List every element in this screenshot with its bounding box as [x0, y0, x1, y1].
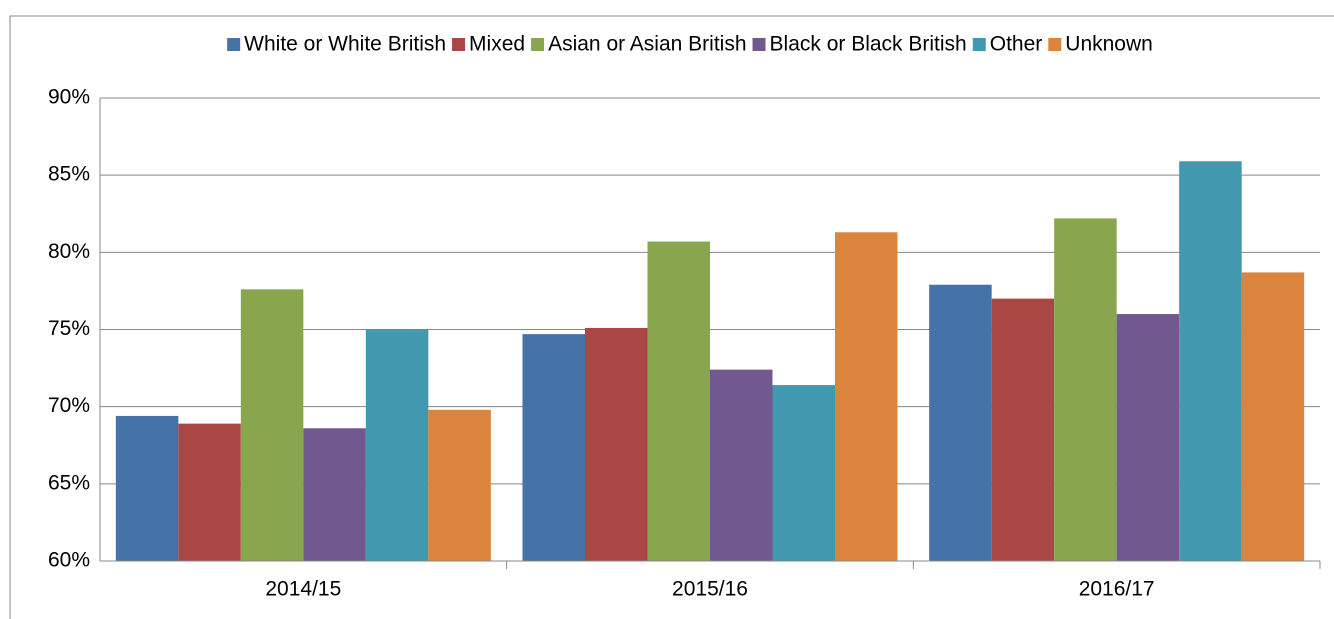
bar	[178, 423, 241, 561]
y-tick-label: 80%	[48, 240, 90, 263]
x-tick-label: 2014/15	[265, 578, 341, 601]
legend-label: Mixed	[469, 33, 525, 56]
legend-swatch	[972, 38, 986, 51]
y-tick-label: 75%	[48, 317, 90, 340]
legend-label: Unknown	[1065, 33, 1153, 56]
legend-swatch	[227, 38, 241, 51]
bar	[585, 327, 648, 561]
legend-label: Asian or Asian British	[548, 33, 746, 56]
bar	[835, 232, 898, 561]
bar	[115, 415, 179, 561]
bar	[710, 369, 773, 561]
legend-label: Black or Black British	[770, 33, 967, 56]
legend-swatch	[531, 38, 545, 51]
legend-label: White or White British	[244, 33, 446, 56]
bar	[929, 284, 992, 561]
bar	[991, 298, 1055, 561]
legend-swatch	[452, 38, 466, 51]
bar	[240, 289, 304, 561]
legend-swatch	[752, 38, 766, 51]
legend-label: Other	[990, 33, 1043, 56]
legend-swatch	[1048, 38, 1062, 51]
bar	[1054, 218, 1117, 561]
bar	[303, 428, 366, 561]
bar	[772, 385, 835, 561]
y-tick-label: 60%	[48, 549, 90, 572]
bar	[1179, 161, 1242, 561]
y-tick-label: 90%	[48, 86, 90, 109]
y-tick-label: 65%	[48, 471, 90, 494]
x-tick-label: 2016/17	[1079, 578, 1155, 601]
bar	[522, 334, 585, 561]
chart-frame	[9, 15, 1334, 619]
bar	[647, 241, 710, 561]
bar	[1116, 314, 1180, 561]
bar	[428, 409, 491, 561]
bar	[365, 329, 429, 561]
x-tick-label: 2015/16	[672, 578, 748, 601]
bar	[1241, 272, 1305, 561]
y-tick-label: 70%	[48, 394, 90, 417]
y-tick-label: 85%	[48, 163, 90, 186]
